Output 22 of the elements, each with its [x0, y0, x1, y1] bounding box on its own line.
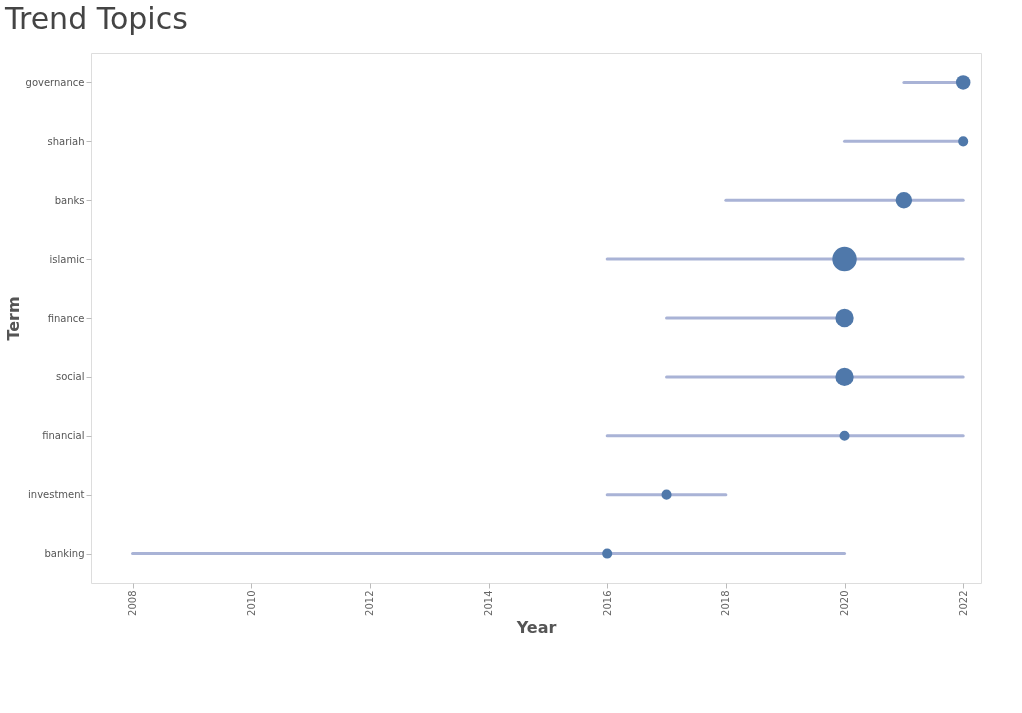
x-tick-label: 2014: [483, 590, 495, 616]
x-tick-label: 2012: [364, 590, 376, 616]
x-tick-label: 2016: [601, 590, 613, 616]
y-tick-label: banking: [44, 548, 85, 560]
y-tick-label: investment: [28, 489, 85, 501]
y-tick-label: social: [55, 371, 85, 383]
y-axis-title: Term: [3, 296, 23, 341]
y-tick-label: governance: [25, 76, 85, 88]
x-tick-label: 2010: [245, 590, 257, 616]
x-axis-title: Year: [515, 617, 557, 637]
y-tick-label: banks: [54, 194, 85, 206]
chart-title: Trend Topics: [4, 1, 188, 36]
point: [895, 192, 913, 209]
x-tick-label: 2020: [839, 590, 851, 616]
y-tick-label: islamic: [49, 253, 85, 265]
x-tick-label: 2008: [127, 590, 139, 616]
y-tick-label: shariah: [47, 135, 85, 147]
y-tick-label: financial: [42, 430, 85, 442]
y-tick-label: finance: [47, 312, 85, 324]
x-tick-label: 2022: [957, 590, 969, 616]
x-tick-label: 2018: [720, 590, 732, 616]
point: [955, 75, 971, 90]
